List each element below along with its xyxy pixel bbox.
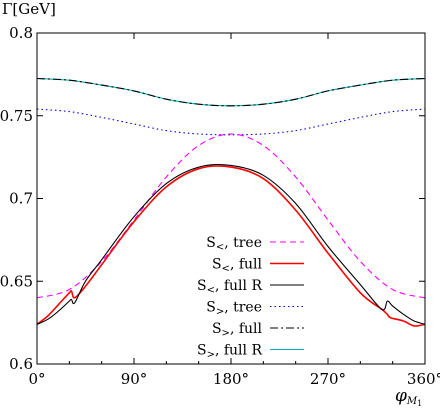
legend-label-4: S>, full <box>212 321 263 339</box>
legend: S<, tree S<, full S<, full R S>, tree S>, fu… <box>197 235 304 361</box>
series-line-5 <box>36 77 426 107</box>
x-tick-label: 0° <box>28 370 45 388</box>
legend-label-0: S<, tree <box>206 235 262 253</box>
y-axis-label: Γ[GeV] <box>2 0 56 18</box>
x-tick-label: 90° <box>121 370 148 388</box>
y-tick-label: 0.6 <box>9 355 33 373</box>
legend-label-2: S<, full R <box>197 278 262 296</box>
series-line-2 <box>36 163 426 325</box>
y-tick-label: 0.75 <box>0 107 33 125</box>
series-line-0 <box>36 133 426 299</box>
series-line-1 <box>36 165 426 327</box>
series-line-3 <box>36 108 426 136</box>
y-tick-label: 0.8 <box>9 24 33 42</box>
series-lines <box>36 77 426 327</box>
legend-label-1: S<, full <box>212 257 263 275</box>
x-axis-label: φM1 <box>395 386 422 408</box>
x-tick-label: 270° <box>310 370 346 388</box>
y-tick-label: 0.65 <box>0 272 33 290</box>
legend-label-5: S>, full R <box>197 343 262 361</box>
tick-labels: 0° 90° 180° 270° 360° 0.6 0.65 0.7 0.75 0.8 <box>0 24 440 388</box>
x-tick-label: 360° <box>407 370 440 388</box>
series-line-4 <box>36 77 426 107</box>
x-tick-label: 180° <box>213 370 249 388</box>
y-tick-label: 0.7 <box>9 190 33 208</box>
axis-ticks <box>36 32 426 365</box>
legend-label-3: S>, tree <box>206 300 262 318</box>
